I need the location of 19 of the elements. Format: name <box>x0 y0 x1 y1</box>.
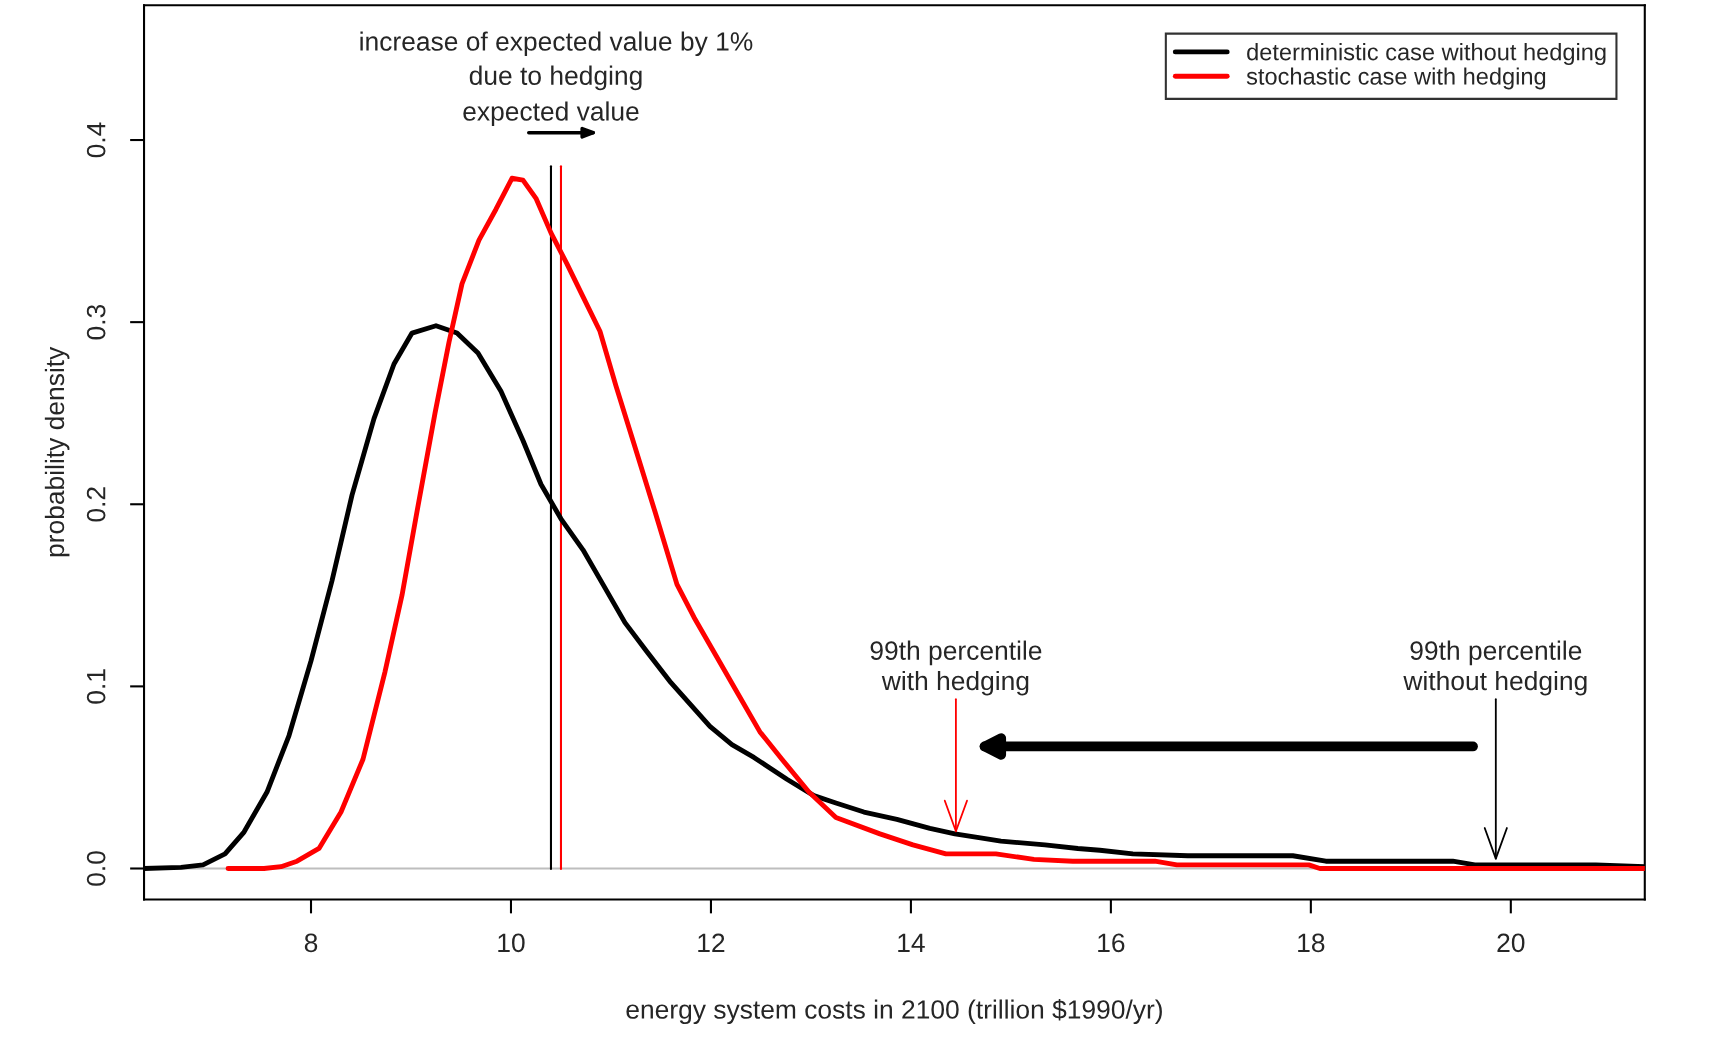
annotation: 99th percentile without hedging <box>1403 640 1587 696</box>
y-tick-label: 0.3 <box>86 304 106 340</box>
y-tick-label: 0.2 <box>86 487 106 522</box>
x-tick-label: 8 <box>304 933 318 953</box>
legend-label: deterministic case without hedging <box>1247 43 1606 66</box>
ref-line-label: expected value <box>463 101 639 126</box>
y-tick-label: 0.1 <box>86 669 106 704</box>
legend-label: stochastic case with hedging <box>1246 67 1546 90</box>
x-axis-title: energy system costs in 2100 (trillion $1990/yr) <box>626 999 1162 1025</box>
x-tick-label: 14 <box>898 933 925 952</box>
annotation: 99th percentile with hedging <box>870 640 1042 696</box>
x-tick-label: 16 <box>1098 933 1125 953</box>
y-tick-label: 0.4 <box>86 122 106 158</box>
x-tick-label: 18 <box>1298 933 1325 953</box>
y-axis-title: probability density <box>44 346 70 557</box>
x-tick-label: 20 <box>1497 933 1525 953</box>
x-tick-label: 12 <box>698 933 725 952</box>
y-tick-label: 0.0 <box>86 851 106 886</box>
x-tick-label: 10 <box>498 933 525 953</box>
